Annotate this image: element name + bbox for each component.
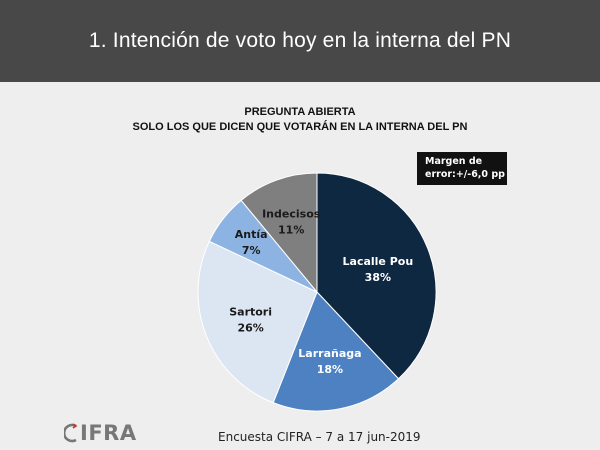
pie-label-name-lacalle-pou: Lacalle Pou: [343, 255, 414, 268]
pie-label-value-indecisos: 11%: [278, 223, 304, 236]
pie-label-name-larra-aga: Larrañaga: [298, 347, 361, 360]
cifra-logo-text: IFRA: [80, 421, 137, 445]
cifra-logo: IFRA: [64, 421, 137, 445]
margin-of-error-box: Margen de error:+/-6,0 pp: [417, 152, 507, 185]
pie-label-value-sartori: 26%: [237, 321, 263, 334]
margin-of-error-line2: error:+/-6,0 pp: [425, 169, 505, 180]
pie-label-value-larra-aga: 18%: [317, 363, 343, 376]
pie-label-name-ant-a: Antía: [235, 228, 268, 241]
page-title: 1. Intención de voto hoy en la interna d…: [88, 29, 512, 52]
pie-label-value-ant-a: 7%: [242, 244, 261, 257]
margin-of-error-line1: Margen de: [425, 156, 483, 167]
pie-slice-indecisos: [240, 172, 318, 294]
pie-label-value-lacalle-pou: 38%: [365, 271, 391, 284]
footer-source: Encuesta CIFRA – 7 a 17 jun-2019: [218, 430, 421, 444]
chart-subtitle-question: PREGUNTA ABIERTA: [244, 106, 356, 118]
pie-slice-sartori: [197, 240, 318, 404]
pie-label-name-sartori: Sartori: [229, 305, 272, 318]
cifra-logo-mark-icon: [64, 423, 78, 443]
pie-label-name-indecisos: Indecisos: [262, 207, 321, 220]
chart-subtitle-filter: SOLO LOS QUE DICEN QUE VOTARÁN EN LA INT…: [132, 121, 468, 133]
pie-slice-larra-aga: [272, 291, 400, 412]
header-bar: 1. Intención de voto hoy en la interna d…: [0, 0, 600, 82]
pie-slice-lacalle-pou: [316, 172, 437, 380]
